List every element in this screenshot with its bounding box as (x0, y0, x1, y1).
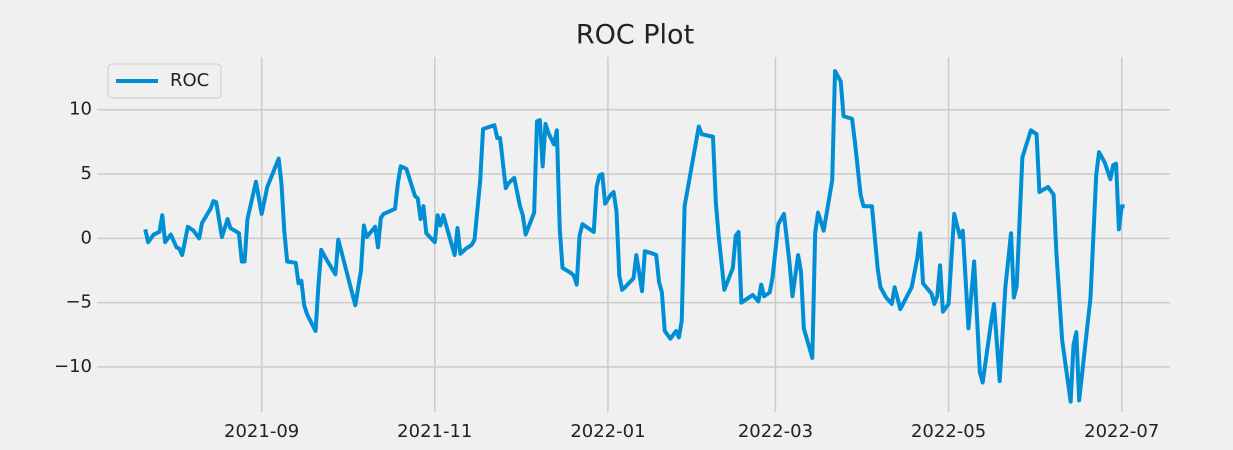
data-line (143, 69, 1125, 404)
y-tick-label: −10 (54, 356, 92, 377)
x-tick-label: 2022-03 (738, 421, 813, 442)
legend-label: ROC (170, 70, 209, 91)
y-tick-label: −5 (65, 292, 92, 313)
chart-title: ROC Plot (576, 20, 694, 51)
x-tick-label: 2022-05 (911, 421, 986, 442)
x-tick-label: 2022-07 (1084, 421, 1159, 442)
x-tick-label: 2021-11 (397, 421, 472, 442)
y-tick-label: 5 (81, 163, 92, 184)
y-tick-label: 0 (81, 227, 92, 248)
legend-box (107, 63, 222, 99)
x-tick-label: 2022-01 (570, 421, 645, 442)
y-tick-label: 10 (69, 99, 92, 120)
x-tick-label: 2021-09 (224, 421, 299, 442)
